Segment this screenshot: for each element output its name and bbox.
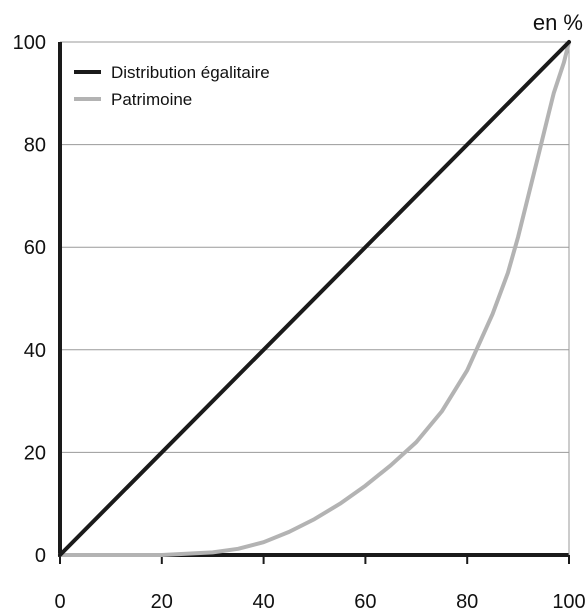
series-lines xyxy=(58,40,571,557)
x-tick-label: 100 xyxy=(552,591,585,612)
x-tick-label: 80 xyxy=(456,591,478,612)
unit-label: en % xyxy=(533,10,583,35)
legend: Distribution égalitaire Patrimoine xyxy=(74,63,270,109)
y-tick-label: 0 xyxy=(35,545,46,567)
y-tick-label: 80 xyxy=(24,135,46,157)
y-tick-label: 20 xyxy=(24,442,46,464)
legend-label: Patrimoine xyxy=(111,90,192,109)
tick-labels: 0 20 40 60 80 100 0 20 40 60 80 100 xyxy=(13,32,586,612)
y-tick-label: 40 xyxy=(24,340,46,362)
series-line-patrimoine xyxy=(58,40,571,557)
x-tick-label: 40 xyxy=(252,591,274,612)
x-tick-label: 0 xyxy=(54,591,65,612)
gridlines xyxy=(60,41,569,453)
series-line-distribution-egalitaire xyxy=(58,40,571,557)
legend-label: Distribution égalitaire xyxy=(111,63,270,82)
x-tick-label: 20 xyxy=(151,591,173,612)
y-tick-label: 100 xyxy=(13,32,46,54)
x-tick-label: 60 xyxy=(354,591,376,612)
y-tick-label: 60 xyxy=(24,237,46,259)
